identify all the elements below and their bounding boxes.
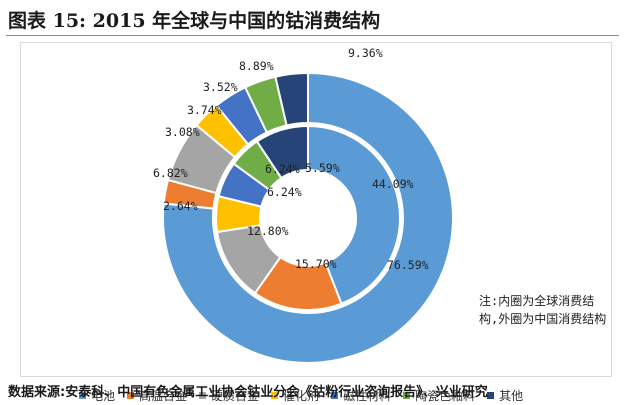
legend-label-ceramic: 陶瓷色釉料	[415, 388, 476, 403]
title-divider	[6, 35, 619, 36]
legend-item-carbide: 硬质合金	[199, 387, 259, 403]
inner-label-hightemp: 15.70%	[295, 257, 337, 271]
legend-swatch-hightemp	[127, 391, 135, 399]
outer-label-carbide: 6.82%	[153, 166, 188, 180]
legend-item-battery: 电池	[79, 387, 115, 403]
inner-label-battery: 44.09%	[372, 177, 414, 191]
legend-item-other: 其他	[487, 387, 523, 403]
outer-label-other: 8.89%	[239, 59, 274, 73]
legend-swatch-ceramic	[403, 391, 411, 399]
legend-swatch-battery	[79, 391, 86, 399]
legend-item-hightemp: 高温合金	[127, 387, 187, 403]
inner-label-other: 9.36%	[348, 46, 383, 60]
legend-swatch-magnetic	[331, 391, 339, 399]
chart-note: 注:内圈为全球消费结构,外圈为中国消费结构	[479, 294, 607, 326]
legend-label-battery: 电池	[91, 388, 116, 403]
legend-label-magnetic: 磁性材料	[343, 388, 392, 403]
legend-label-other: 其他	[499, 388, 524, 403]
outer-label-catalyst: 3.08%	[165, 125, 200, 139]
legend-swatch-carbide	[199, 391, 207, 399]
chart-frame: 44.09% 15.70% 12.80% 6.24% 6.24% 5.59% 9.36% 76…	[20, 42, 612, 403]
legend-swatch-catalyst	[271, 391, 279, 399]
legend-item-magnetic: 磁性材料	[331, 387, 391, 403]
legend-item-catalyst: 催化剂	[271, 387, 319, 403]
outer-slice-other	[274, 71, 309, 127]
inner-label-carbide: 12.80%	[247, 224, 289, 238]
legend: 电池 高温合金 硬质合金 催化剂 磁性材料 陶瓷色釉料 其他	[79, 387, 523, 403]
legend-item-ceramic: 陶瓷色釉料	[403, 387, 475, 403]
legend-label-hightemp: 高温合金	[139, 388, 188, 403]
legend-label-catalyst: 催化剂	[283, 388, 320, 403]
inner-slice-battery	[307, 124, 401, 306]
inner-label-magnetic: 6.24%	[265, 162, 300, 176]
legend-label-carbide: 硬质合金	[211, 388, 260, 403]
outer-label-battery: 76.59%	[387, 258, 429, 272]
inner-label-ceramic: 5.59%	[305, 161, 340, 175]
outer-label-hightemp: 2.64%	[163, 199, 198, 213]
outer-slice-battery	[162, 71, 454, 364]
outer-label-ceramic: 3.52%	[203, 80, 238, 94]
legend-swatch-other	[487, 391, 495, 399]
inner-label-catalyst: 6.24%	[267, 185, 302, 199]
inner-slice-other	[255, 124, 309, 180]
chart-title: 图表 15: 2015 年全球与中国的钴消费结构	[8, 10, 381, 32]
donut-chart: 44.09%15.70%12.80%6.24%6.24% 5.59%9.36%76…	[153, 46, 454, 364]
outer-label-magnetic: 3.74%	[187, 103, 222, 117]
source-note: 数据来源:安泰科、中国有色金属工业协会钴业分会《钴粉行业咨询报告》、兴业研究	[8, 385, 488, 400]
